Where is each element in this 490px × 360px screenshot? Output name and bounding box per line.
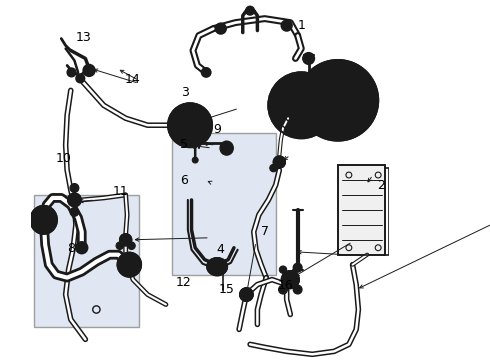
Text: 4: 4 [217, 243, 224, 256]
Bar [338, 165, 386, 255]
Text: 15: 15 [219, 283, 235, 296]
Text: 16: 16 [277, 279, 293, 292]
Bar [172, 133, 276, 275]
Text: 9: 9 [213, 123, 221, 136]
Circle shape [192, 135, 199, 143]
Ellipse shape [118, 253, 141, 276]
Circle shape [180, 135, 188, 143]
Circle shape [293, 263, 302, 272]
Circle shape [192, 157, 198, 163]
Circle shape [303, 53, 315, 64]
Circle shape [120, 234, 131, 246]
Bar [34, 195, 139, 328]
Circle shape [288, 92, 315, 118]
Circle shape [70, 207, 79, 216]
Circle shape [297, 60, 378, 140]
Text: 5: 5 [180, 138, 188, 151]
Circle shape [282, 21, 292, 31]
Text: 13: 13 [76, 31, 92, 44]
Circle shape [240, 288, 253, 301]
Ellipse shape [220, 141, 233, 155]
Circle shape [279, 285, 288, 294]
Circle shape [83, 64, 95, 76]
Text: 7: 7 [261, 225, 270, 238]
Ellipse shape [189, 115, 206, 135]
Text: 10: 10 [55, 152, 72, 165]
Text: 3: 3 [181, 86, 189, 99]
Circle shape [322, 84, 354, 116]
Text: 2: 2 [377, 179, 385, 192]
Circle shape [245, 6, 254, 15]
Text: 11: 11 [112, 185, 128, 198]
Ellipse shape [168, 103, 212, 147]
Circle shape [293, 285, 302, 294]
Circle shape [270, 165, 277, 172]
Text: 14: 14 [125, 73, 141, 86]
Circle shape [76, 242, 88, 253]
Text: 12: 12 [176, 276, 192, 289]
Circle shape [116, 242, 123, 249]
Ellipse shape [207, 258, 227, 276]
Circle shape [67, 68, 76, 77]
Text: 1: 1 [297, 19, 305, 32]
Circle shape [279, 266, 287, 273]
Circle shape [68, 193, 81, 207]
Circle shape [128, 242, 135, 249]
Text: 8: 8 [67, 242, 74, 255]
Circle shape [180, 136, 188, 144]
Text: 6: 6 [180, 174, 188, 186]
Ellipse shape [30, 206, 57, 234]
Circle shape [269, 72, 334, 138]
Circle shape [76, 74, 85, 83]
Circle shape [273, 156, 285, 168]
Circle shape [282, 271, 299, 288]
Circle shape [202, 68, 211, 77]
Circle shape [216, 23, 226, 34]
Bar [338, 165, 386, 255]
Circle shape [70, 184, 79, 192]
